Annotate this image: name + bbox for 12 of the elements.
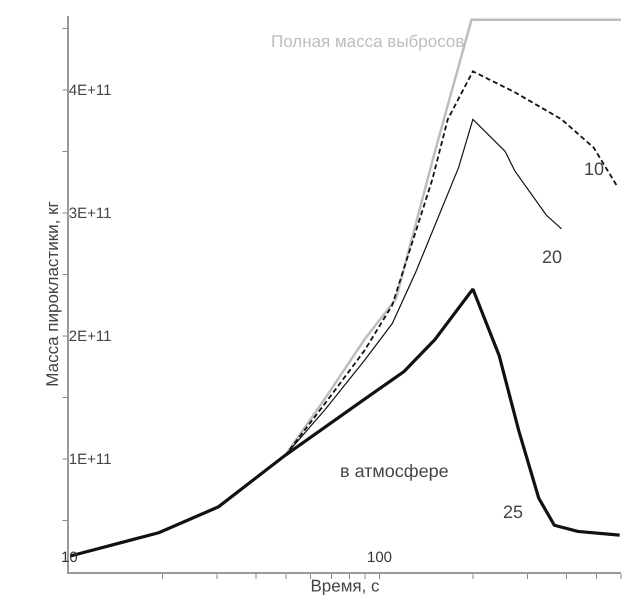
series-label: 10 [584, 159, 604, 179]
y-axis-title: Масса пирокластики, кг [42, 201, 62, 387]
series-label: Полная масса выбросов [271, 32, 464, 51]
series-label: 20 [542, 247, 562, 267]
y-tick-label: 1E+11 [68, 451, 112, 468]
x-axis-title: Время, с [310, 576, 380, 596]
series-label: 25 [503, 502, 524, 522]
y-tick-label: 4E+11 [68, 82, 112, 100]
x-tick-label: 100 [367, 549, 392, 566]
annotation: в атмосфере [340, 461, 449, 481]
y-tick-label: 3E+11 [68, 205, 112, 222]
y-tick-label: 2E+11 [68, 328, 112, 346]
